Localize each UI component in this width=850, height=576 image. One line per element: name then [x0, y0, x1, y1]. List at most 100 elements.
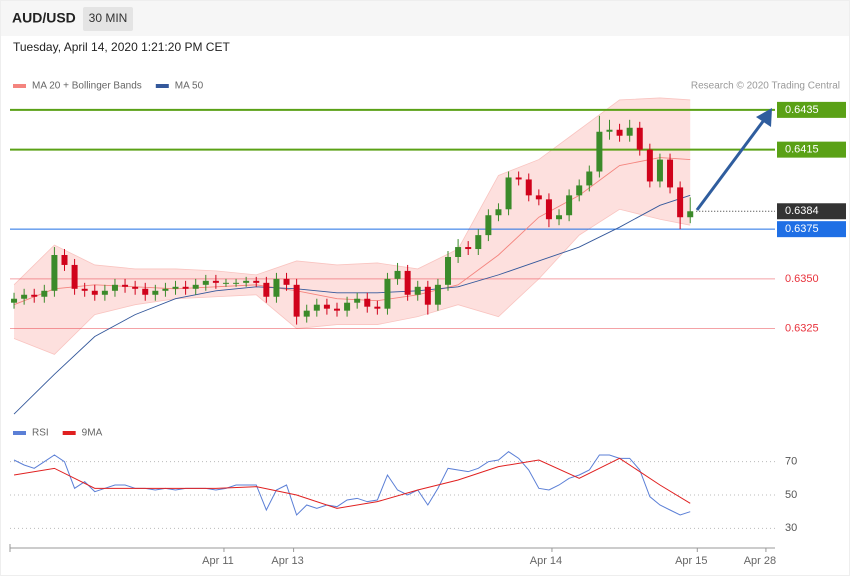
candle-body [303, 310, 310, 317]
level-label-box [777, 203, 846, 220]
candle-body [243, 280, 250, 283]
y-tick-label: 50 [785, 489, 797, 501]
candle-body [91, 290, 98, 295]
arrow-head [756, 108, 772, 127]
candle-body [41, 290, 48, 297]
candle-body [364, 298, 371, 307]
candle-body [233, 282, 240, 284]
candle-body [515, 177, 522, 180]
candle-body [71, 264, 78, 289]
legend-swatch [62, 431, 76, 435]
candle-body [111, 284, 118, 291]
x-tick-label: Apr 14 [530, 555, 562, 567]
candle-body [687, 211, 694, 218]
candle-body [283, 278, 290, 285]
candle-body [424, 286, 431, 305]
candle-body [344, 302, 351, 311]
candle-body [61, 255, 68, 265]
candle-body [606, 129, 613, 132]
candle-body [626, 127, 633, 136]
candle-body [263, 282, 270, 297]
indicator-line [13, 457, 691, 509]
candle-body [122, 284, 129, 287]
candle-body [505, 177, 512, 210]
level-label: 0.6325 [785, 322, 819, 334]
indicator-line [13, 451, 691, 516]
candle-body [677, 187, 684, 218]
candle-body [11, 298, 18, 303]
x-tick-label: Apr 15 [675, 555, 707, 567]
candle-body [101, 290, 108, 295]
candle-body [253, 280, 260, 283]
candle-body [535, 195, 542, 200]
candle-body [596, 131, 603, 172]
legend-label: MA 20 + Bollinger Bands [32, 81, 142, 92]
candle-body [616, 129, 623, 136]
header-bar [1, 1, 849, 36]
candle-body [656, 159, 663, 182]
candle-body [485, 215, 492, 236]
candle-body [212, 280, 219, 283]
level-label-box [777, 141, 846, 158]
x-tick-label: Apr 28 [744, 555, 776, 567]
legend-swatch [155, 84, 169, 88]
candle-body [404, 270, 411, 295]
y-tick-label: 30 [785, 522, 797, 534]
level-label: 0.6435 [785, 104, 819, 116]
candle-body [636, 127, 643, 150]
forecast-arrow [695, 108, 772, 211]
candle-body [556, 215, 563, 220]
candle-body [394, 270, 401, 279]
candle-body [525, 179, 532, 196]
bollinger-area [14, 97, 691, 355]
candle-body [323, 304, 330, 309]
candle-body [445, 256, 452, 285]
candle-body [273, 278, 280, 297]
candle-body [182, 286, 189, 289]
symbol: AUD/USD [12, 10, 76, 26]
legend-label: 9MA [82, 428, 103, 439]
candle-body [162, 288, 169, 291]
candle-body [31, 294, 38, 297]
candle-body [142, 288, 149, 295]
level-label: 0.6350 [785, 273, 819, 285]
level-label-box [777, 221, 846, 238]
bollinger-upper [13, 97, 691, 286]
candle-body [152, 290, 159, 295]
candle-body [354, 298, 361, 303]
candle-body [202, 280, 209, 285]
candle-body [222, 282, 229, 284]
candle-body [465, 247, 472, 250]
level-label: 0.6384 [785, 205, 819, 217]
level-label: 0.6415 [785, 144, 819, 156]
arrow-shaft [695, 119, 766, 211]
x-tick-label: Apr 13 [271, 555, 303, 567]
level-label-box [777, 101, 846, 118]
legend-swatch [13, 431, 26, 435]
candle-body [374, 306, 381, 309]
candle-body [81, 288, 88, 291]
candle-body [333, 308, 340, 311]
legend-label: RSI [32, 428, 49, 439]
candle-body [545, 199, 552, 220]
level-label: 0.6375 [785, 223, 819, 235]
x-tick-label: Apr 11 [202, 555, 234, 567]
candle-body [313, 304, 320, 311]
credit: Research © 2020 Trading Central [691, 81, 840, 92]
candle-body [414, 286, 421, 295]
bollinger-lower [13, 208, 691, 355]
candle-body [132, 286, 139, 289]
timeframe[interactable]: 30 MIN [89, 11, 128, 25]
candle-body [667, 159, 674, 188]
candle-body [172, 286, 179, 289]
candle-body [51, 255, 58, 291]
candle-body [455, 247, 462, 257]
candle-body [192, 284, 199, 289]
candle-body [293, 284, 300, 317]
y-tick-label: 70 [785, 456, 797, 468]
timeframe-badge[interactable] [83, 7, 133, 31]
candle-body [646, 149, 653, 182]
candle-body [495, 209, 502, 216]
candle-body [384, 278, 391, 309]
